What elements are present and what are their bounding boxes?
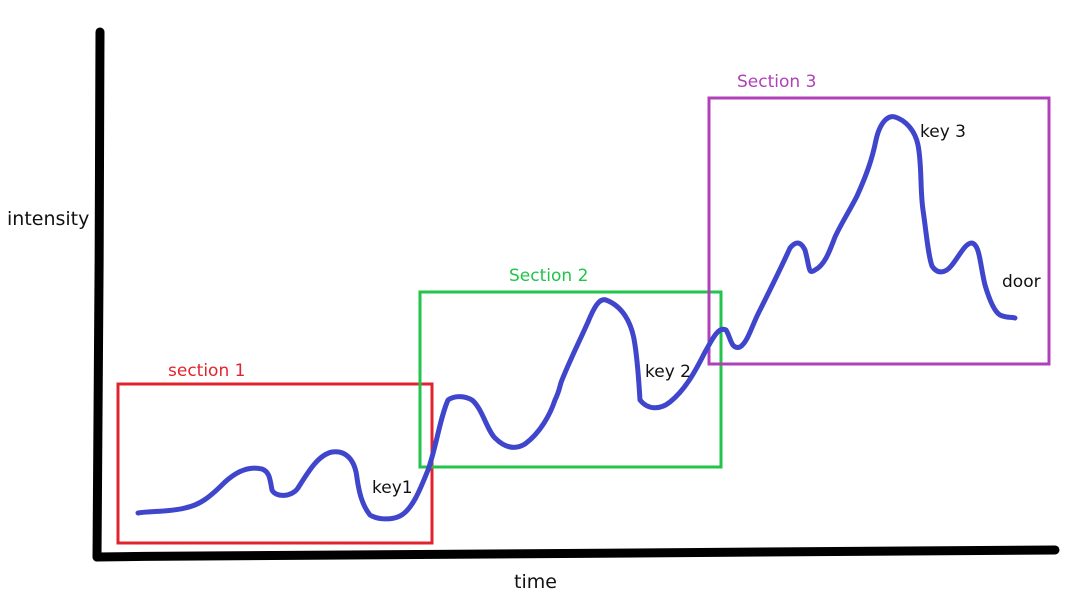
y-axis-line <box>92 27 105 562</box>
x-axis-label: time <box>514 571 557 593</box>
key3-annotation: key 3 <box>920 122 966 142</box>
x-axis-line <box>92 545 1060 562</box>
section-2-label: Section 2 <box>509 266 588 286</box>
section-3-label: Section 3 <box>737 72 816 92</box>
section-2-box <box>418 290 723 469</box>
key1-annotation: key1 <box>372 478 413 498</box>
door-annotation: door <box>1002 272 1041 292</box>
intensity-curve <box>135 114 1018 522</box>
section-1-label: section 1 <box>168 361 245 381</box>
axes <box>92 27 1060 562</box>
section-3-box <box>707 96 1051 366</box>
y-axis-label: intensity <box>7 208 89 230</box>
key2-annotation: key 2 <box>645 362 691 382</box>
